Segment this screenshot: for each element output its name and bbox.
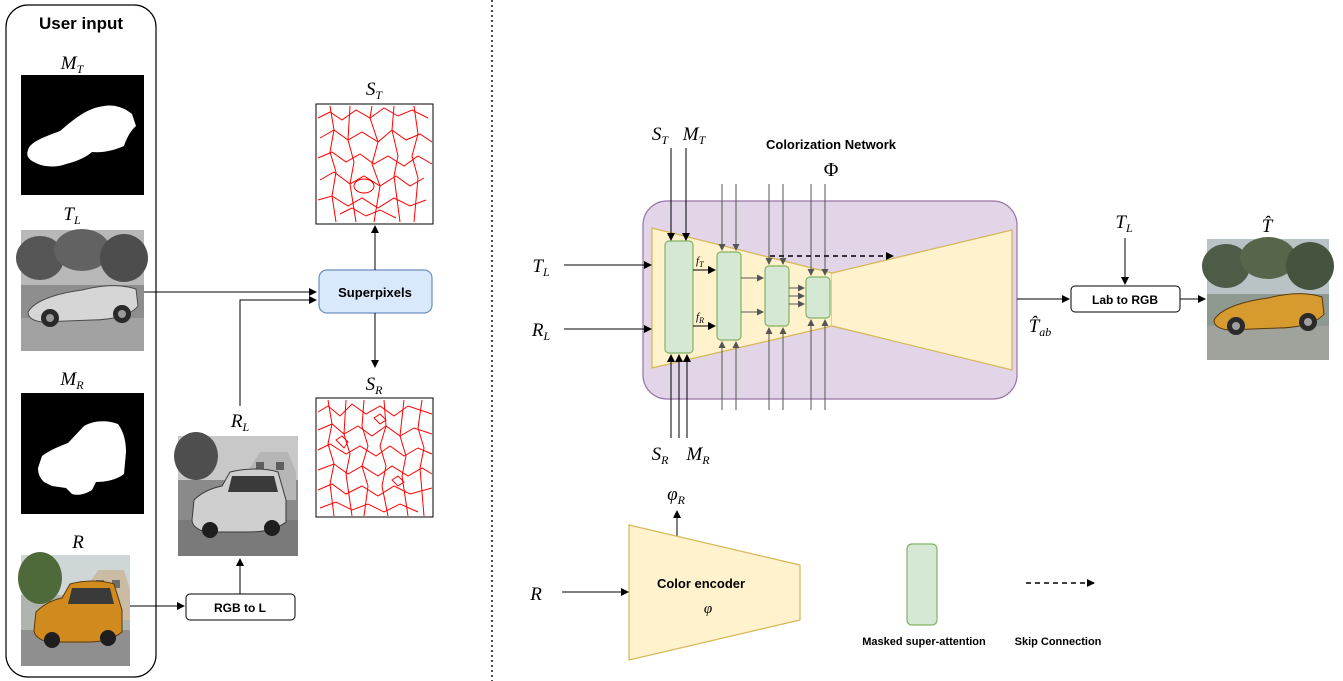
label-net-t-l: TL	[532, 256, 550, 279]
attention-block-2	[716, 251, 742, 341]
colorization-network-title: Colorization Network	[766, 137, 897, 152]
arrow-rl-to-superpixels	[239, 296, 317, 406]
label-net-m-r: MR	[685, 444, 710, 467]
rgb-to-l-label: RGB to L	[214, 601, 266, 615]
label-r: R	[71, 532, 84, 553]
decoder-trapezoid	[832, 230, 1012, 370]
output-colorized-image	[1202, 237, 1334, 360]
reference-color-image	[18, 552, 130, 666]
label-enc-r: R	[529, 584, 542, 605]
label-f-r: fR	[696, 311, 704, 325]
label-f-t: fT	[696, 255, 704, 269]
label-phi-r: φR	[667, 484, 686, 507]
label-s-t: ST	[366, 79, 384, 102]
label-t-hat: T̂	[1262, 216, 1274, 237]
label-net-s-t: ST	[652, 124, 670, 147]
phi-network-symbol: Φ	[824, 159, 839, 181]
label-t-l-right: TL	[1115, 212, 1133, 235]
label-t-ab-hat: T̂ab	[1029, 316, 1052, 339]
lab-to-rgb-label: Lab to RGB	[1092, 293, 1158, 307]
attention-block-3	[764, 265, 790, 327]
decoder-outline	[831, 229, 1013, 371]
superpixels-target-image	[315, 103, 434, 225]
legend-attention-label: Masked super-attention	[862, 636, 986, 648]
user-input-title: User input	[39, 14, 123, 33]
attention-block-4	[805, 276, 831, 319]
reference-grayscale-image	[174, 432, 298, 556]
legend-attention-swatch	[906, 543, 938, 626]
label-m-t: MT	[60, 53, 85, 76]
superpixels-label: Superpixels	[338, 285, 412, 300]
color-encoder-trapezoid	[628, 524, 801, 661]
superpixels-reference-image	[315, 397, 434, 518]
mask-reference-image	[21, 393, 144, 514]
color-encoder-label: Color encoder	[657, 576, 745, 591]
label-s-r: SR	[366, 374, 384, 397]
mask-target-image	[21, 75, 144, 195]
label-net-m-t: MT	[682, 124, 707, 147]
label-phi-encoder: φ	[704, 601, 712, 617]
label-t-l: TL	[63, 204, 81, 227]
label-m-r: MR	[59, 369, 84, 392]
label-net-r-l: RL	[531, 320, 551, 343]
feature-arrows	[693, 266, 805, 330]
label-r-l: RL	[230, 411, 250, 434]
block-connections	[718, 184, 829, 410]
legend-skip-label: Skip Connection	[1015, 636, 1102, 648]
attention-block-1	[664, 240, 694, 354]
target-grayscale-image	[16, 229, 148, 351]
label-net-s-r: SR	[652, 444, 670, 467]
